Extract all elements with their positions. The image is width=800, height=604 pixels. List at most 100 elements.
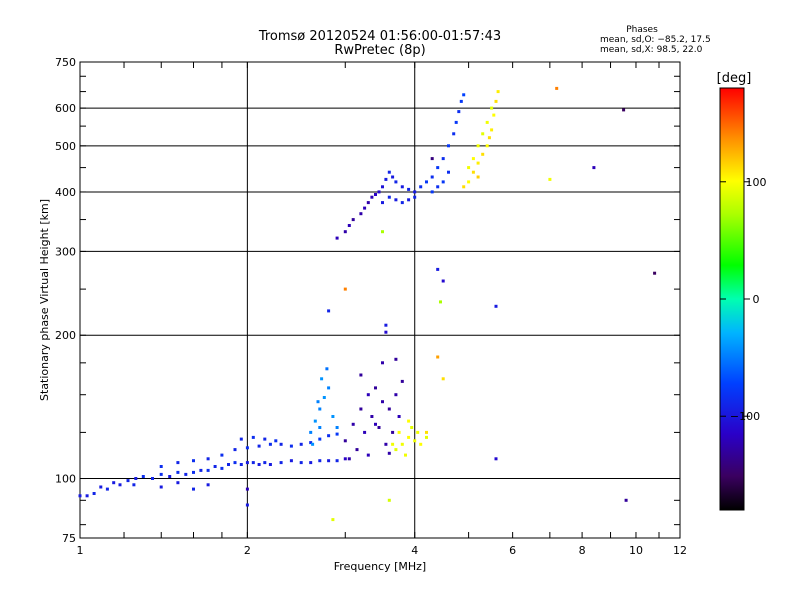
data-point — [245, 503, 249, 507]
data-point — [481, 152, 485, 156]
data-point — [331, 415, 335, 418]
data-point — [374, 422, 377, 426]
data-point — [384, 177, 388, 181]
data-point — [239, 463, 243, 466]
data-point — [351, 218, 355, 222]
data-point — [78, 494, 82, 498]
data-point — [481, 132, 485, 136]
data-point — [366, 201, 370, 205]
data-point — [653, 271, 657, 275]
data-point — [118, 483, 122, 487]
data-point — [485, 144, 489, 148]
data-point — [384, 330, 388, 334]
data-point — [384, 323, 388, 327]
data-point — [400, 201, 404, 205]
data-point — [184, 472, 188, 476]
data-point — [363, 206, 367, 210]
data-point — [494, 304, 498, 308]
y-tick-label: 600 — [55, 102, 76, 115]
data-point — [134, 477, 138, 480]
colorbar-label: [deg] — [717, 71, 752, 86]
plot-frame — [79, 61, 681, 539]
data-point — [555, 86, 559, 90]
data-point — [245, 461, 249, 465]
y-tick-label: 300 — [55, 245, 76, 258]
data-point — [441, 377, 445, 381]
data-point — [436, 185, 440, 189]
data-point — [279, 442, 283, 446]
data-point — [410, 426, 414, 429]
data-point — [439, 300, 442, 304]
data-point — [343, 230, 347, 234]
data-point — [318, 437, 322, 441]
data-point — [359, 407, 363, 411]
data-point — [257, 463, 261, 466]
data-point — [425, 430, 428, 434]
data-point — [233, 461, 237, 465]
data-point — [394, 448, 398, 452]
phase-box-title: Phases — [626, 25, 658, 35]
colorbar-tick-label: 100 — [746, 176, 767, 189]
x-axis-label: Frequency [MHz] — [334, 560, 426, 573]
data-point — [381, 201, 384, 205]
data-point — [370, 415, 374, 418]
data-point — [318, 407, 322, 411]
data-point — [462, 93, 466, 97]
data-point — [105, 487, 109, 491]
data-point — [316, 400, 320, 404]
data-point — [327, 459, 331, 463]
data-point — [192, 470, 195, 474]
data-point — [159, 485, 163, 489]
data-point — [400, 185, 404, 189]
data-point — [227, 463, 230, 466]
data-point — [476, 144, 480, 148]
data-point — [309, 430, 313, 434]
y-tick-label: 500 — [55, 140, 76, 153]
data-point — [85, 494, 89, 498]
data-point — [347, 224, 351, 227]
data-point — [263, 437, 267, 441]
colorbar-ticks: 100 0 −100 — [720, 176, 767, 423]
data-point — [335, 426, 339, 429]
grid-lines — [80, 62, 680, 538]
y-axis-ticks: 75 100 200 300 400 500 600 750 — [55, 56, 680, 545]
data-point — [318, 459, 322, 463]
data-point — [471, 170, 475, 174]
data-point — [387, 451, 391, 455]
data-point — [320, 377, 324, 381]
data-point — [459, 99, 463, 103]
data-point — [436, 355, 440, 359]
data-point — [622, 108, 626, 112]
data-point — [245, 487, 249, 491]
data-point — [457, 110, 461, 114]
data-point — [335, 432, 339, 436]
data-point — [309, 441, 313, 445]
data-point — [363, 430, 367, 434]
x-tick-label: 12 — [673, 544, 687, 557]
data-point — [327, 309, 331, 313]
data-point — [112, 481, 116, 485]
data-point — [413, 439, 417, 443]
data-point — [343, 457, 347, 461]
data-point — [381, 230, 384, 234]
data-point — [279, 461, 283, 465]
data-point — [192, 459, 195, 463]
data-point — [327, 434, 331, 438]
data-point — [299, 442, 303, 446]
data-point — [394, 180, 398, 184]
data-point — [391, 442, 395, 446]
data-point — [318, 426, 322, 429]
data-point — [366, 393, 370, 397]
data-point — [213, 465, 217, 468]
data-point — [387, 498, 391, 502]
data-point — [313, 419, 317, 423]
data-point — [404, 453, 407, 457]
data-point — [384, 442, 388, 446]
data-point — [487, 136, 491, 140]
x-tick-label: 10 — [629, 544, 643, 557]
data-point — [397, 415, 401, 418]
data-point — [263, 461, 267, 465]
data-point — [374, 193, 377, 196]
data-point — [400, 442, 404, 446]
